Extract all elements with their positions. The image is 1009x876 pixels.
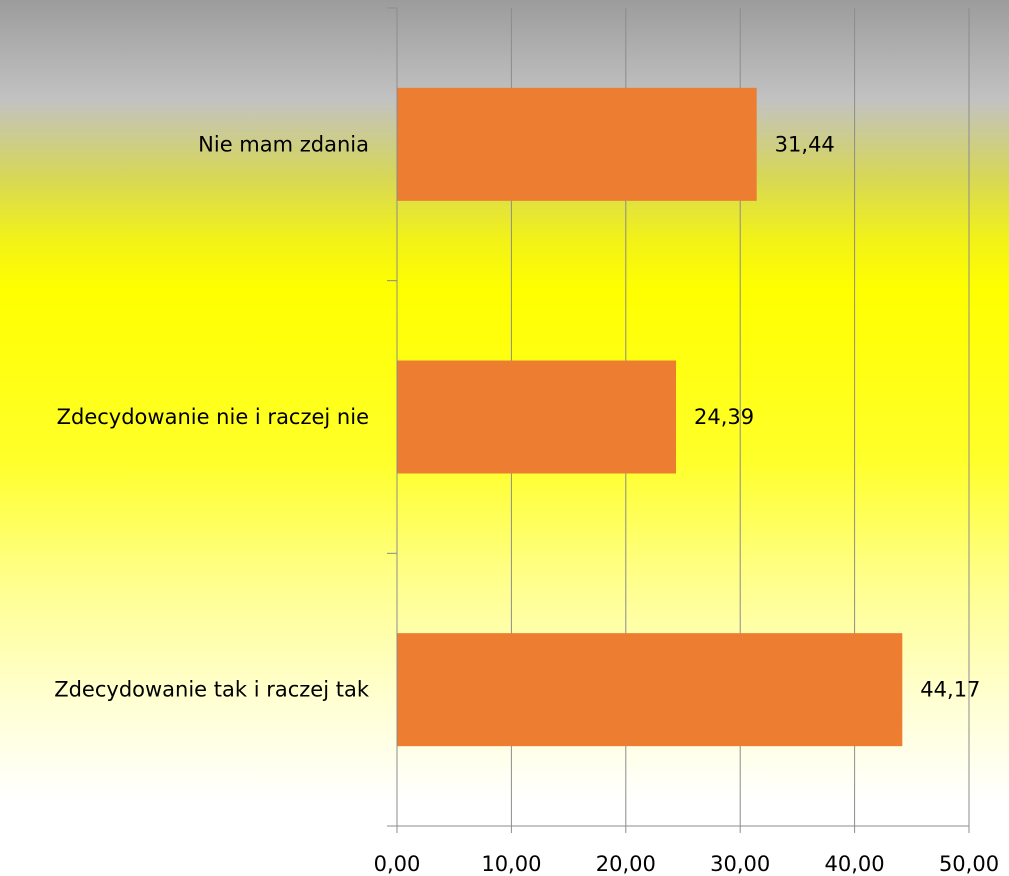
x-tick-label: 10,00 [481, 852, 541, 876]
data-label: 24,39 [694, 405, 754, 429]
x-tick-label: 30,00 [710, 852, 770, 876]
category-label: Nie mam zdania [198, 132, 369, 156]
bar [397, 633, 903, 747]
bar [397, 87, 757, 201]
x-tick-label: 40,00 [825, 852, 885, 876]
x-tick-label: 20,00 [596, 852, 656, 876]
bar [397, 360, 677, 474]
data-label: 31,44 [775, 132, 835, 156]
data-label: 44,17 [920, 678, 980, 702]
x-tick-label: 50,00 [939, 852, 999, 876]
x-tick-label: 0,00 [374, 852, 421, 876]
category-label: Zdecydowanie nie i raczej nie [57, 405, 369, 429]
category-label: Zdecydowanie tak i raczej tak [54, 678, 370, 702]
